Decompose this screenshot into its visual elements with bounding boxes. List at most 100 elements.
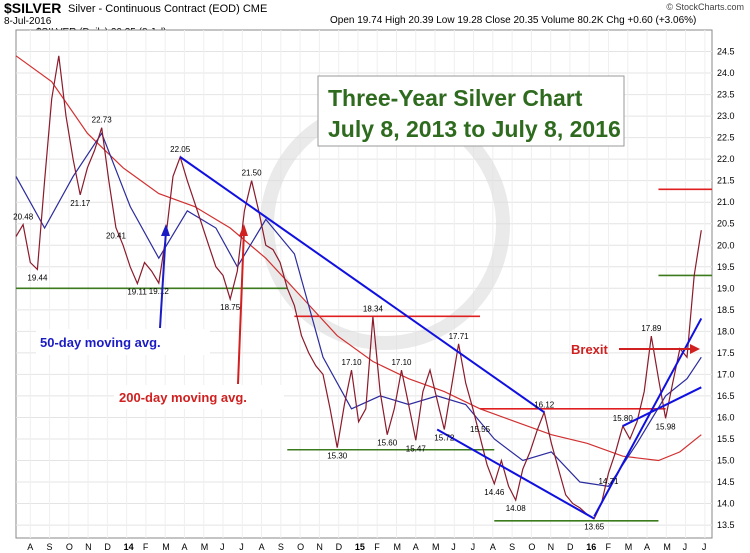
data-label: 15.72 bbox=[434, 434, 455, 443]
x-tick-label: A bbox=[644, 542, 650, 552]
data-label: 16.12 bbox=[534, 400, 555, 409]
trend-line bbox=[622, 386, 702, 427]
data-label: 13.65 bbox=[584, 523, 605, 532]
data-label: 18.34 bbox=[363, 305, 384, 314]
data-label: 15.80 bbox=[613, 414, 634, 423]
x-tick-label: D bbox=[104, 542, 111, 552]
trend-line bbox=[436, 428, 595, 520]
data-label: 21.17 bbox=[70, 199, 91, 208]
data-label: 15.98 bbox=[656, 422, 677, 431]
y-tick-label: 17.5 bbox=[717, 348, 735, 358]
y-tick-label: 21.5 bbox=[717, 176, 735, 186]
x-tick-label: J bbox=[702, 542, 707, 552]
y-tick-label: 24.5 bbox=[717, 47, 735, 57]
ma50-arrow bbox=[159, 229, 167, 329]
x-tick-label: J bbox=[451, 542, 456, 552]
brand-watermark: © StockCharts.com bbox=[666, 2, 744, 12]
y-tick-label: 18.0 bbox=[717, 326, 735, 336]
ma50-annotation: 50-day moving avg. bbox=[40, 335, 161, 350]
title-box bbox=[317, 75, 625, 147]
ma50-arrowhead bbox=[161, 224, 170, 236]
x-tick-label: 14 bbox=[124, 542, 134, 552]
y-tick-label: 16.0 bbox=[717, 412, 735, 422]
y-tick-label: 24.0 bbox=[717, 68, 735, 78]
y-tick-label: 23.0 bbox=[717, 111, 735, 121]
data-label: 22.05 bbox=[170, 145, 191, 154]
data-label: 18.75 bbox=[220, 303, 241, 312]
data-label: 15.30 bbox=[327, 452, 348, 461]
data-label: 19.44 bbox=[27, 273, 48, 282]
exchange: CME bbox=[242, 3, 268, 15]
instrument-name: Silver - Continuous Contract (EOD) bbox=[68, 3, 240, 15]
x-tick-label: F bbox=[374, 542, 380, 552]
x-tick-label: M bbox=[432, 542, 440, 552]
brexit-arrowhead bbox=[690, 344, 700, 354]
ma200-arrowhead bbox=[239, 224, 248, 236]
x-tick-label: D bbox=[567, 542, 574, 552]
x-tick-label: 16 bbox=[586, 542, 596, 552]
x-tick-label: S bbox=[47, 542, 53, 552]
y-tick-label: 21.0 bbox=[717, 197, 735, 207]
y-tick-label: 15.0 bbox=[717, 456, 735, 466]
x-tick-label: F bbox=[143, 542, 149, 552]
ma200-arrow bbox=[237, 229, 245, 385]
y-tick-label: 22.0 bbox=[717, 154, 735, 164]
x-tick-label: A bbox=[490, 542, 496, 552]
x-tick-label: A bbox=[181, 542, 187, 552]
y-tick-label: 20.0 bbox=[717, 240, 735, 250]
chart-title-line: Three-Year Silver Chart bbox=[328, 85, 583, 111]
y-tick-label: 17.0 bbox=[717, 369, 735, 379]
x-tick-label: J bbox=[239, 542, 244, 552]
chart-date: 8-Jul-2016 bbox=[4, 16, 52, 27]
data-label: 15.47 bbox=[406, 444, 427, 453]
y-tick-label: 19.5 bbox=[717, 262, 735, 272]
x-tick-label: D bbox=[336, 542, 343, 552]
x-tick-label: J bbox=[683, 542, 688, 552]
y-tick-label: 18.5 bbox=[717, 305, 735, 315]
data-label: 14.08 bbox=[506, 504, 527, 513]
data-label: 20.41 bbox=[106, 232, 127, 241]
brexit-annotation: Brexit bbox=[571, 342, 609, 357]
y-tick-label: 14.5 bbox=[717, 477, 735, 487]
x-tick-label: M bbox=[625, 542, 633, 552]
data-label: 17.10 bbox=[342, 358, 363, 367]
y-tick-label: 16.5 bbox=[717, 391, 735, 401]
x-tick-label: M bbox=[201, 542, 209, 552]
x-tick-label: M bbox=[162, 542, 170, 552]
data-label: 21.50 bbox=[242, 169, 263, 178]
data-label: 15.55 bbox=[470, 425, 491, 434]
data-label: 17.89 bbox=[641, 324, 662, 333]
x-tick-label: M bbox=[663, 542, 671, 552]
ma200-annotation: 200-day moving avg. bbox=[119, 390, 247, 405]
y-tick-label: 19.0 bbox=[717, 283, 735, 293]
data-label: 19.12 bbox=[149, 287, 170, 296]
x-tick-label: N bbox=[548, 542, 555, 552]
y-tick-label: 22.5 bbox=[717, 133, 735, 143]
ma200-line bbox=[15, 55, 702, 462]
chart-header: $SILVER Silver - Continuous Contract (EO… bbox=[0, 0, 750, 36]
symbol: $SILVER bbox=[4, 0, 62, 16]
x-tick-label: J bbox=[471, 542, 476, 552]
x-tick-label: M bbox=[393, 542, 401, 552]
trend-line bbox=[593, 317, 703, 517]
x-tick-label: F bbox=[605, 542, 611, 552]
data-label: 20.48 bbox=[13, 213, 34, 222]
data-label: 14.71 bbox=[598, 477, 619, 486]
x-tick-label: J bbox=[220, 542, 225, 552]
x-tick-label: O bbox=[528, 542, 535, 552]
x-tick-label: 15 bbox=[355, 542, 365, 552]
chart-title-line: July 8, 2013 to July 8, 2016 bbox=[328, 116, 621, 142]
x-tick-label: O bbox=[297, 542, 304, 552]
x-tick-label: N bbox=[85, 542, 92, 552]
data-label: 22.73 bbox=[92, 116, 113, 125]
x-tick-label: A bbox=[413, 542, 419, 552]
y-tick-label: 15.5 bbox=[717, 434, 735, 444]
ma200-label-bg bbox=[114, 385, 284, 409]
ohlc-readout: Open 19.74 High 20.39 Low 19.28 Close 20… bbox=[330, 15, 697, 26]
x-tick-label: S bbox=[509, 542, 515, 552]
x-tick-label: A bbox=[259, 542, 265, 552]
y-tick-label: 14.0 bbox=[717, 499, 735, 509]
y-tick-label: 20.5 bbox=[717, 219, 735, 229]
y-tick-label: 13.5 bbox=[717, 520, 735, 530]
